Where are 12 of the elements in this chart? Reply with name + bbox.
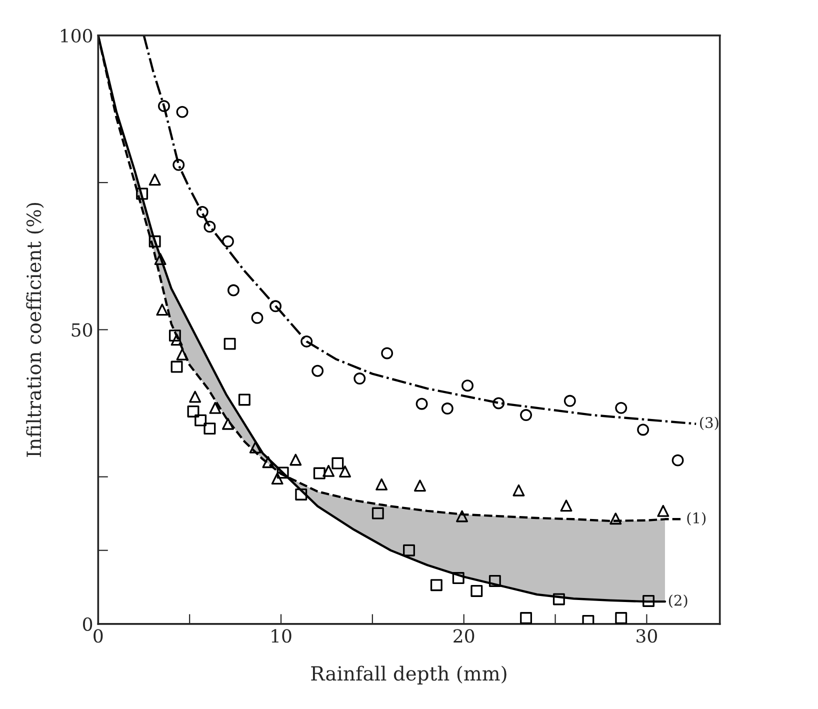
x-tick-label: 30 xyxy=(636,629,657,643)
series-label: (1) xyxy=(687,512,706,526)
y-tick-label: 50 xyxy=(72,323,92,337)
series-label: (2) xyxy=(668,594,688,608)
series-label: (3) xyxy=(700,416,718,430)
x-axis-title: Rainfall depth (mm) xyxy=(311,666,506,685)
y-axis-title: Infiltration coefficient (%) xyxy=(26,202,44,457)
x-tick-label: 20 xyxy=(454,629,474,643)
y-tick-label: 0 xyxy=(83,617,92,632)
x-tick-label: 0 xyxy=(94,629,103,643)
x-tick-label: 10 xyxy=(272,629,292,643)
y-tick-label: 100 xyxy=(61,28,92,43)
